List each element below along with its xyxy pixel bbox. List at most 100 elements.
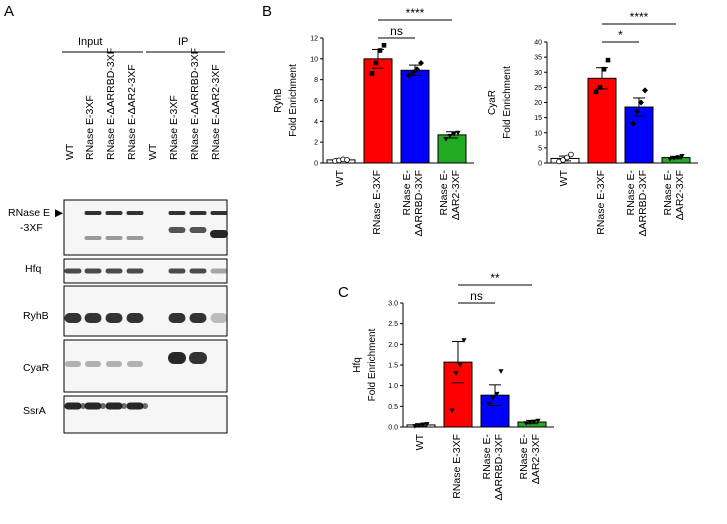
data-point xyxy=(564,154,570,161)
blot-band xyxy=(168,352,186,364)
data-point xyxy=(498,369,504,374)
blot-band xyxy=(105,211,123,215)
y-tick-label: 12 xyxy=(310,36,318,43)
panel-b-label: B xyxy=(262,3,272,20)
blot-ryhb xyxy=(63,285,228,337)
y-tick-label: 0 xyxy=(314,161,318,168)
category-label: RNase E- xyxy=(401,170,413,216)
panel-a-label: A xyxy=(4,3,14,20)
data-point xyxy=(457,363,463,368)
blot-band xyxy=(126,236,144,240)
lane-label: WT xyxy=(147,143,159,160)
blot-band xyxy=(105,402,123,410)
bar xyxy=(363,58,393,164)
data-point xyxy=(414,66,420,73)
blot-band xyxy=(142,403,148,409)
data-point xyxy=(671,156,677,161)
panel-c-label: C xyxy=(338,284,349,301)
category-label: RNase E-3XF xyxy=(371,170,383,235)
blot-band xyxy=(121,403,127,409)
group-label-input: Input xyxy=(78,36,102,48)
bar xyxy=(624,106,654,164)
blot-label-rnase-e-line2: -3XF xyxy=(20,222,43,234)
y-tick-label: 0.0 xyxy=(388,425,398,432)
data-point xyxy=(679,154,685,159)
y-axis-label: CyaR xyxy=(487,90,498,115)
lane-label: RNase E-3XF xyxy=(84,95,96,160)
data-point xyxy=(418,60,424,66)
category-label: WT xyxy=(558,169,570,186)
data-point xyxy=(634,108,640,115)
blot-band xyxy=(189,268,207,274)
y-tick-label: 20 xyxy=(534,100,542,107)
blot-band xyxy=(189,352,207,364)
blot-band xyxy=(106,361,122,367)
bar xyxy=(517,421,547,428)
blot-band xyxy=(84,268,102,274)
data-point xyxy=(560,157,566,163)
bar xyxy=(587,77,617,164)
y-tick-label: 0.5 xyxy=(388,404,398,411)
data-point xyxy=(451,131,457,137)
blot-band xyxy=(64,268,82,274)
y-tick-label: 10 xyxy=(534,130,542,137)
blot-band xyxy=(210,313,228,323)
lane-labels: WT RNase E-3XF RNase E-ΔARRBD-3XF RNase E-Δ… xyxy=(64,48,222,160)
blot-label-cyar: CyaR xyxy=(23,362,50,374)
blot-band xyxy=(189,211,207,215)
blot-band xyxy=(64,313,82,323)
data-point xyxy=(377,48,383,53)
category-label: RNase E- xyxy=(625,170,637,216)
y-tick-label: 30 xyxy=(534,70,542,77)
blot-bands xyxy=(64,211,228,410)
chart-hfq: 0.0 0.5 1.0 1.5 2.0 2.5 3.0 Hfq Fold Enrichment W… xyxy=(352,271,554,501)
significance-label: ** xyxy=(490,271,500,285)
data-point xyxy=(453,371,459,376)
blot-label-rnase-e: RNase E xyxy=(8,207,50,219)
lane-label: RNase E-ΔAR2-3XF xyxy=(126,64,138,160)
data-point xyxy=(461,338,467,343)
data-point xyxy=(449,408,455,414)
data-point xyxy=(667,157,673,162)
data-point xyxy=(531,419,537,425)
lane-label: RNase E-ΔARRBD-3XF xyxy=(105,48,117,160)
data-point xyxy=(523,421,529,426)
blot-band xyxy=(210,211,228,215)
data-point xyxy=(412,424,418,429)
blot-band xyxy=(126,402,144,410)
data-point xyxy=(601,66,607,72)
significance-label: ns xyxy=(470,289,483,303)
category-label: ΔARRBD-3XF xyxy=(637,170,649,237)
data-point xyxy=(568,151,574,158)
blot-band xyxy=(84,211,102,215)
blot-band xyxy=(189,227,207,233)
y-tick-label: 5 xyxy=(538,145,542,152)
bar xyxy=(480,394,510,428)
blot-band xyxy=(85,361,101,367)
y-axis-label-2: Fold Enrichment xyxy=(502,66,513,139)
category-label: ΔARRBD-3XF xyxy=(413,170,425,237)
blot-band xyxy=(168,268,186,274)
data-point xyxy=(420,422,426,428)
blot-ssra xyxy=(63,395,228,434)
y-tick-label: 3.0 xyxy=(388,301,398,308)
blot-band xyxy=(84,313,102,323)
significance-label: **** xyxy=(406,6,425,20)
blot-band xyxy=(126,211,144,215)
blot-band xyxy=(168,211,186,215)
data-point xyxy=(490,396,496,401)
blot-band xyxy=(84,402,102,410)
category-label: RNase E-3XF xyxy=(595,170,607,235)
category-label: ΔAR2-3XF xyxy=(530,434,542,484)
lane-label: RNase E-3XF xyxy=(168,95,180,160)
blot-band xyxy=(127,361,143,367)
blot-band xyxy=(168,227,186,233)
data-point xyxy=(494,391,500,397)
y-tick-label: 40 xyxy=(534,40,542,47)
lane-label: RNase E-ΔARRBD-3XF xyxy=(189,48,201,160)
data-point xyxy=(406,72,412,79)
category-label: WT xyxy=(334,169,346,186)
data-point xyxy=(369,71,375,76)
blot-arrow-icon: ▶ xyxy=(55,207,64,219)
significance-label: ns xyxy=(390,24,403,38)
